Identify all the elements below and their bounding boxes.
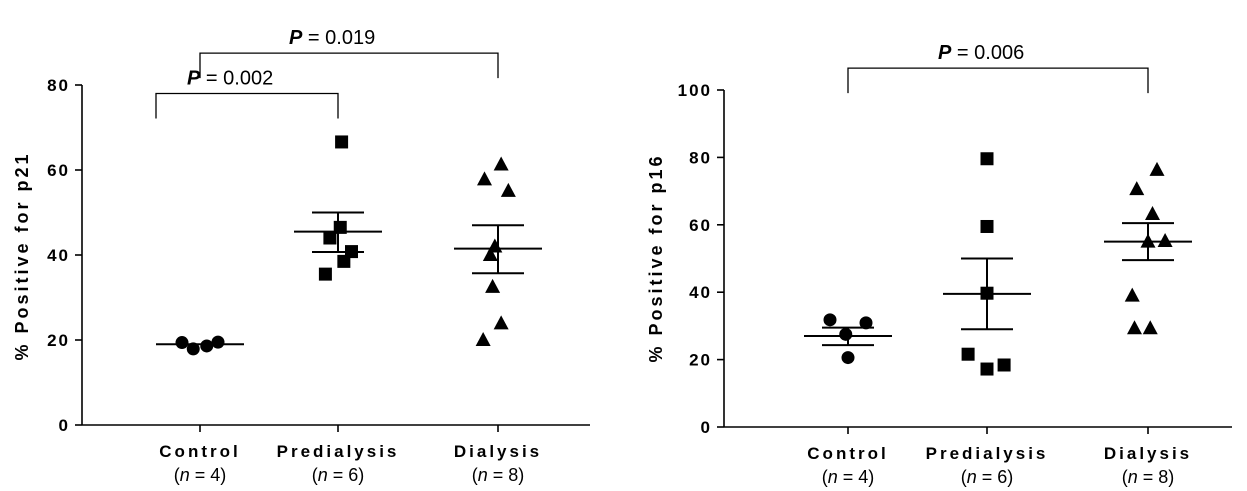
data-point-triangle — [485, 278, 501, 293]
data-point-triangle — [1129, 181, 1145, 196]
x-tick-n-label: (n = 6) — [961, 467, 1014, 487]
chart-panel-2: 0 20 40 60 80 100 Control (n = 4) Predialysis (n … — [646, 42, 1232, 487]
data-point-triangle — [1145, 206, 1160, 221]
x-tick-label: Control — [807, 444, 888, 463]
data-point-triangle — [482, 247, 498, 261]
chart-panel-1: 0 20 40 60 80 Control (n = 4) Predialysis (n = 6… — [12, 27, 590, 485]
data-point-triangle — [475, 332, 491, 346]
data-point-circle — [211, 335, 225, 349]
data-point-triangle — [500, 182, 516, 197]
y-tick-label: 100 — [678, 81, 712, 100]
y-tick-label: 80 — [47, 76, 70, 95]
x-tick-n-label: (n = 8) — [1122, 467, 1175, 487]
data-point-square — [961, 347, 975, 361]
y-tick-label: 60 — [689, 216, 712, 235]
p-value-label: P = 0.019 — [289, 27, 375, 49]
x-tick-n-label: (n = 4) — [822, 467, 875, 487]
data-point-triangle — [477, 171, 492, 186]
data-point-triangle — [1149, 161, 1165, 176]
y-tick-label: 40 — [689, 283, 712, 302]
x-tick-label: Predialysis — [926, 444, 1049, 463]
data-point-circle — [823, 313, 837, 327]
data-point-triangle — [1127, 320, 1142, 335]
data-point-circle — [175, 336, 189, 350]
data-point-triangle — [493, 315, 509, 330]
significance-bracket — [847, 67, 1149, 94]
data-point-square — [997, 358, 1011, 372]
p-value-label: P = 0.006 — [938, 42, 1024, 64]
x-tick-label: Control — [159, 442, 240, 461]
x-tick-label: Predialysis — [277, 442, 400, 461]
significance-bracket — [155, 92, 339, 119]
x-tick-n-label: (n = 4) — [174, 465, 227, 485]
y-axis-label: % Positive for p16 — [646, 153, 666, 362]
y-tick-label: 0 — [59, 416, 70, 435]
data-point-square — [337, 254, 351, 268]
data-point-triangle — [1142, 320, 1158, 335]
data-point-square — [318, 267, 332, 281]
y-tick-label: 20 — [689, 351, 712, 370]
significance-bracket — [199, 52, 499, 79]
y-tick-label: 80 — [689, 148, 712, 167]
data-point-circle — [859, 316, 873, 330]
x-tick-label: Dialysis — [1104, 444, 1192, 463]
x-tick-n-label: (n = 8) — [472, 465, 525, 485]
data-point-square — [980, 362, 994, 376]
data-point-square — [335, 135, 349, 149]
data-point-square — [980, 152, 994, 166]
x-tick-n-label: (n = 6) — [312, 465, 365, 485]
data-point-triangle — [487, 238, 503, 253]
data-point-triangle — [1124, 287, 1140, 302]
data-point-triangle — [493, 156, 509, 171]
x-tick-label: Dialysis — [454, 442, 542, 461]
data-point-triangle — [1157, 232, 1173, 247]
data-point-square — [323, 231, 337, 245]
y-axis-label: % Positive for p21 — [12, 151, 32, 360]
data-point-square — [980, 219, 994, 233]
data-point-circle — [200, 339, 214, 353]
y-tick-label: 40 — [47, 246, 70, 265]
y-tick-label: 20 — [47, 331, 70, 350]
y-tick-label: 0 — [701, 418, 712, 437]
data-point-circle — [839, 327, 853, 341]
data-point-circle — [186, 342, 200, 356]
data-point-circle — [841, 351, 855, 365]
y-tick-label: 60 — [47, 161, 70, 180]
p-value-label: P = 0.002 — [187, 68, 273, 90]
